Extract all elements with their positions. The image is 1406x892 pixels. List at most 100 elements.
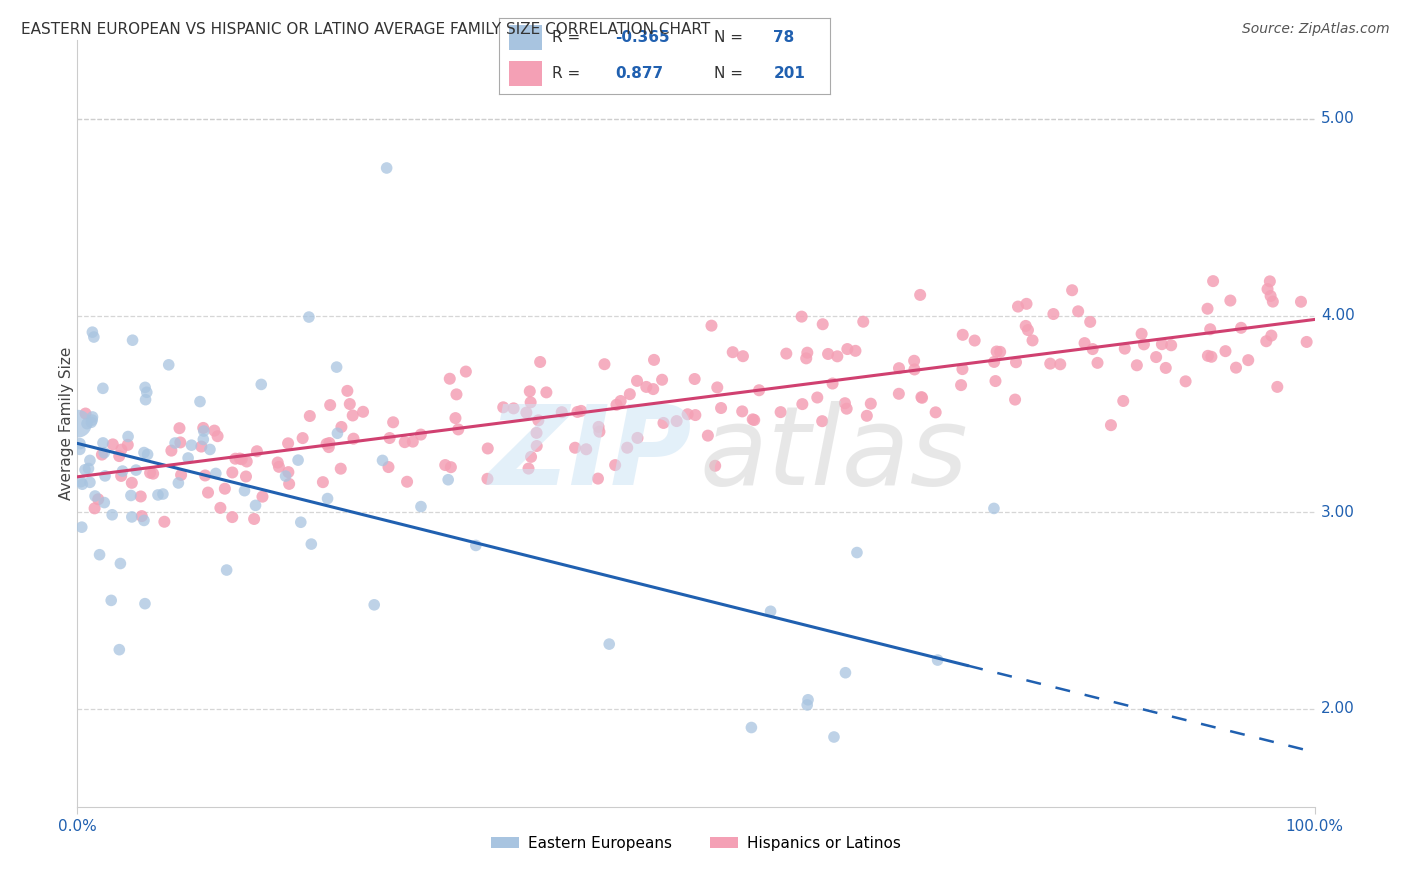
Point [527,413,550,427]
Point [229,451,252,466]
Point [652,416,675,430]
Point [1049,357,1071,371]
Point [69,436,91,450]
Point [910,390,932,404]
Point [194,468,217,483]
Point [1126,359,1149,373]
Point [834,396,856,410]
Point [134,380,156,394]
Point [439,372,461,386]
Point [193,424,215,438]
Point [235,454,257,468]
Point [318,440,340,454]
Point [142,467,165,481]
Point [519,384,541,399]
Point [298,409,321,423]
Point [170,467,193,482]
Point [952,327,974,342]
Point [277,465,299,479]
Point [446,387,468,401]
Legend: Eastern Europeans, Hispanics or Latinos: Eastern Europeans, Hispanics or Latinos [485,830,907,857]
Point [1230,321,1253,335]
Point [605,458,627,472]
Text: N =: N = [714,66,742,81]
Point [87,492,110,507]
Point [1257,282,1279,296]
Point [588,425,610,439]
Point [1199,322,1222,336]
Point [1265,380,1288,394]
Point [233,483,256,498]
Point [70,475,93,489]
Point [274,469,297,483]
Point [740,721,762,735]
Point [134,597,156,611]
Point [197,485,219,500]
Point [1114,342,1136,356]
Point [731,404,754,418]
Point [83,501,105,516]
Point [437,473,460,487]
Point [91,436,114,450]
Point [852,315,875,329]
Point [278,476,301,491]
Point [91,381,114,395]
Bar [509,61,543,87]
Point [1289,294,1312,309]
Point [77,461,100,475]
Point [1260,289,1282,303]
Point [1295,334,1317,349]
Point [82,409,104,424]
Point [1260,328,1282,343]
Point [797,693,820,707]
Point [700,318,723,333]
Point [136,447,159,461]
Point [986,344,1008,359]
Point [911,391,934,405]
Point [477,472,499,486]
Point [330,420,353,434]
Point [927,653,949,667]
Point [267,459,290,474]
Point [167,475,190,490]
Point [209,500,232,515]
Point [1007,300,1029,314]
Point [742,413,765,427]
Point [759,604,782,618]
Point [835,401,858,416]
Point [375,161,398,175]
Point [135,385,157,400]
Point [108,449,131,463]
Point [135,392,157,407]
Point [908,288,931,302]
Point [82,325,104,339]
Point [626,431,648,445]
Point [796,345,818,359]
Point [536,385,558,400]
Point [101,437,124,451]
Point [93,446,115,460]
Point [84,489,107,503]
Point [526,425,548,440]
Point [290,515,312,529]
Point [792,397,814,411]
Point [575,442,598,457]
Point [79,475,101,490]
Point [1067,304,1090,318]
Point [319,398,342,412]
Point [73,463,96,477]
Point [70,520,93,534]
Point [586,472,609,486]
Point [198,442,221,457]
Point [643,352,665,367]
Point [616,441,638,455]
Point [69,442,91,457]
Point [827,349,849,363]
Point [409,427,432,442]
Point [515,406,537,420]
Point [180,438,202,452]
Point [517,461,540,475]
Point [1160,338,1182,352]
Point [1112,394,1135,409]
Text: Source: ZipAtlas.com: Source: ZipAtlas.com [1241,22,1389,37]
